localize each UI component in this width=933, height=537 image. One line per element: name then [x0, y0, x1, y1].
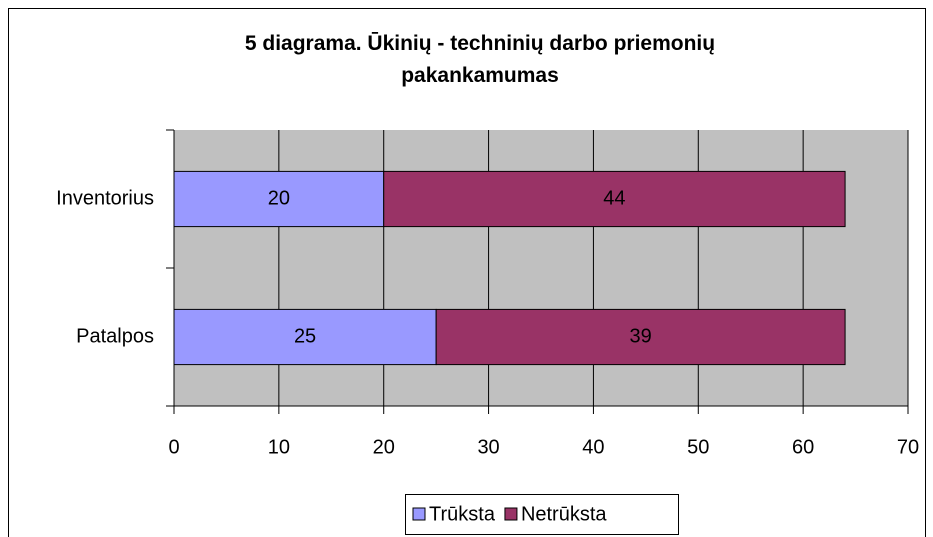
- bar-segment: [435, 308, 846, 366]
- legend-label: Trūksta: [429, 503, 496, 525]
- data-label: 39: [629, 325, 651, 347]
- x-tick-label: 10: [268, 436, 290, 458]
- data-label: 44: [603, 187, 625, 209]
- y-tick-label: Inventorius: [56, 187, 154, 209]
- legend-swatch: [504, 507, 518, 521]
- x-tick-label: 60: [792, 436, 814, 458]
- x-tick-label: 70: [897, 436, 919, 458]
- bar-segment: [383, 170, 846, 228]
- y-tick-label: Patalpos: [76, 325, 154, 347]
- data-label: 25: [294, 325, 316, 347]
- data-label: 20: [268, 187, 290, 209]
- x-tick-label: 0: [168, 436, 179, 458]
- chart-title: 5 diagrama. Ūkinių - techninių darbo pri…: [244, 32, 716, 87]
- x-tick-label: 20: [373, 436, 395, 458]
- x-tick-label: 50: [687, 436, 709, 458]
- bar-segment: [173, 170, 385, 228]
- x-tick-label: 40: [582, 436, 604, 458]
- legend-label: Netrūksta: [521, 503, 607, 525]
- legend-swatch: [412, 507, 426, 521]
- bar-segment: [173, 308, 437, 366]
- legend: [405, 494, 679, 535]
- x-tick-label: 30: [477, 436, 499, 458]
